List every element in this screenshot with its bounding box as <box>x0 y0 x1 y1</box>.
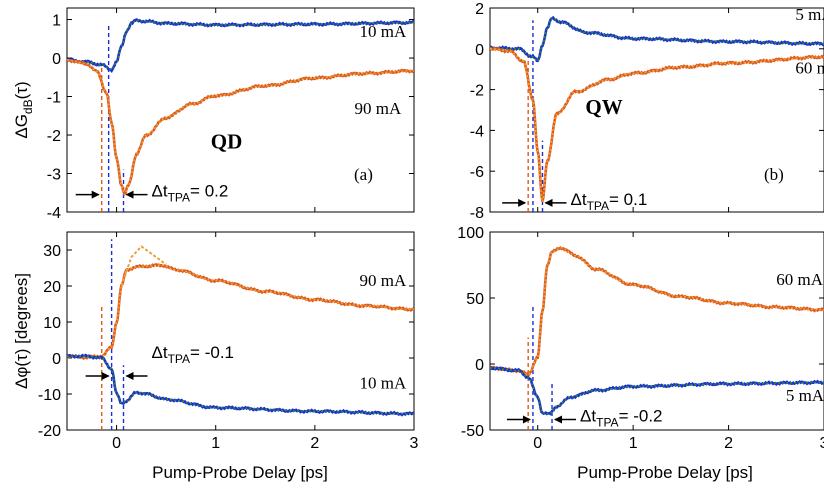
y-tick-label: 2 <box>475 1 484 18</box>
tpa-arrowhead-right <box>125 372 134 380</box>
y-tick-label: 100 <box>457 225 484 242</box>
y-tick-label: 50 <box>466 291 484 308</box>
tpa-arrowhead-left <box>518 198 527 207</box>
plot-area <box>67 18 414 212</box>
curve-label: 60 mA <box>795 58 824 77</box>
y-tick-label: 30 <box>43 243 61 260</box>
tpa-arrowhead-left <box>91 190 100 199</box>
curve-label: 60 mA <box>776 270 823 289</box>
y-tick-label: -50 <box>461 423 484 440</box>
panel-label: (b) <box>764 165 784 184</box>
x-tick-label: 2 <box>724 435 733 452</box>
tpa-label: ΔtTPA= -0.1 <box>152 343 235 366</box>
plot-frame <box>66 231 415 431</box>
tpa-arrowhead-left <box>522 415 531 424</box>
plot-area <box>490 246 824 430</box>
y-tick-label: -20 <box>38 423 61 440</box>
y-axis-label: Δφ(τ) [degrees] <box>12 273 31 389</box>
x-tick-label: 1 <box>211 435 220 452</box>
model-10-ma <box>67 19 414 71</box>
tpa-arrowhead-right <box>554 415 563 424</box>
x-tick-label: 3 <box>820 435 824 452</box>
model-60-ma <box>490 47 824 202</box>
tpa-label: ΔtTPA= 0.1 <box>570 190 647 213</box>
tpa-arrowhead-right <box>125 190 134 199</box>
curve-label: 10 mA <box>359 22 406 41</box>
material-label: QW <box>585 95 622 119</box>
tpa-arrowhead-right <box>544 198 553 207</box>
curve-label: 90 mA <box>359 271 406 290</box>
y-tick-label: -2 <box>47 128 61 145</box>
y-tick-label: -4 <box>470 123 484 140</box>
model-5-ma <box>490 17 824 63</box>
y-tick-label: -1 <box>47 90 61 107</box>
plot-frame <box>489 7 824 213</box>
panel-qd-gain: 1 0 -1 -2 -3 -4 10 mA 90 mA (a) QD ΔtTPA= 0.2 ΔGdB(… <box>12 7 415 222</box>
y-axis-label: ΔGdB(τ) <box>12 81 35 138</box>
panel-qw-gain: 2 0 -2 -4 -6 -8 5 mA 60 mA (b) QW ΔtTPA= 0.1 <box>470 1 824 222</box>
tpa-arrowhead-left <box>101 372 110 380</box>
curve-label: 5 mA <box>795 5 824 24</box>
y-tick-label: -10 <box>38 387 61 404</box>
y-tick-label: -6 <box>470 164 484 181</box>
y-tick-label: 20 <box>43 279 61 296</box>
x-tick-label: 3 <box>410 435 419 452</box>
material-label: QD <box>211 129 243 153</box>
y-tick-label: 0 <box>475 357 484 374</box>
y-tick-label: -2 <box>470 83 484 100</box>
curve-label: 10 mA <box>359 374 406 393</box>
panel-qd-phase: 0 1 2 3 30 20 10 0 -10 -20 90 mA 10 mA ΔtTPA= -0.1 Δφ… <box>12 231 419 452</box>
x-axis-label-left: Pump-Probe Delay [ps] <box>152 463 328 482</box>
model-10-ma <box>67 355 414 415</box>
x-tick-label: 2 <box>310 435 319 452</box>
plot-frame <box>489 231 824 431</box>
y-tick-label: 1 <box>52 13 61 30</box>
series-60-ma <box>490 246 824 377</box>
y-tick-label: 0 <box>475 42 484 59</box>
plot-frame <box>66 7 415 213</box>
model-90-ma <box>67 59 414 197</box>
panel-label: (a) <box>354 165 373 184</box>
model-60-ma <box>490 246 824 376</box>
y-tick-label: 0 <box>52 351 61 368</box>
y-tick-label: 10 <box>43 315 61 332</box>
model-overshoot <box>120 245 167 287</box>
panel-qw-phase: 0 1 2 3 100 50 0 -50 60 mA 5 mA ΔtTPA= -0.2 <box>457 225 824 452</box>
tpa-label: ΔtTPA= 0.2 <box>152 182 229 205</box>
y-tick-label: 0 <box>52 51 61 68</box>
y-tick-label: -3 <box>47 167 61 184</box>
x-tick-label: 1 <box>629 435 638 452</box>
series-5-ma <box>490 15 824 63</box>
plot-area <box>67 239 414 430</box>
x-tick-label: 0 <box>112 435 121 452</box>
y-tick-label: -8 <box>470 205 484 222</box>
tpa-label: ΔtTPA= -0.2 <box>580 406 663 429</box>
y-tick-label: -4 <box>47 205 61 222</box>
curve-label: 90 mA <box>355 99 402 118</box>
x-axis-label-right: Pump-Probe Delay [ps] <box>577 463 753 482</box>
curve-label: 5 mA <box>786 386 824 405</box>
plot-area <box>490 15 824 212</box>
series-5-ma <box>490 366 824 416</box>
series-10-ma <box>67 353 414 417</box>
x-tick-label: 0 <box>533 435 542 452</box>
